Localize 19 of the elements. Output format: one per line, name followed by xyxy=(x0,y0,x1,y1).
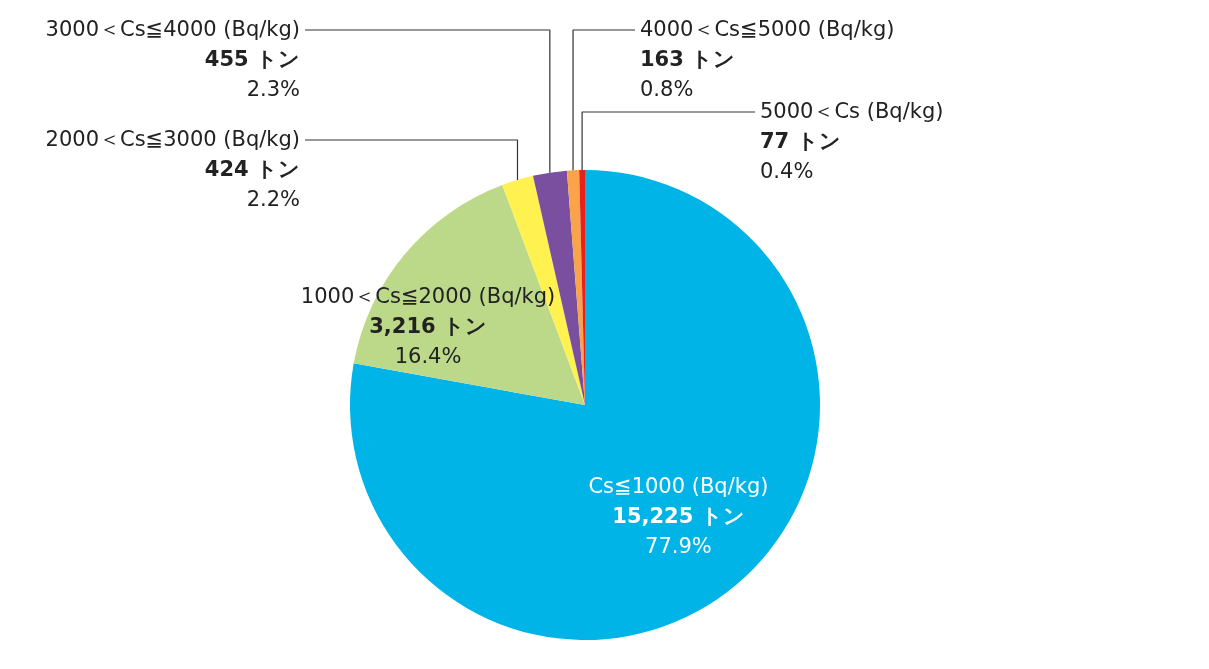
slice-label: 3000＜Cs≦4000 (Bq/kg) xyxy=(45,17,300,41)
slice-label: 4000＜Cs≦5000 (Bq/kg) xyxy=(640,17,895,41)
data-label: 163 トン xyxy=(640,47,736,71)
data-label: 424 トン xyxy=(204,157,300,181)
data-label: 455 トン xyxy=(204,47,300,71)
text: 0.8% xyxy=(640,77,694,101)
text: 2.2% xyxy=(246,187,300,211)
slice-label: 2000＜Cs≦3000 (Bq/kg) xyxy=(45,127,300,151)
text: 2.3% xyxy=(246,77,300,101)
pie-slice xyxy=(353,185,585,405)
data-label: 15,225 トン xyxy=(612,503,745,528)
data-label: 77 トン xyxy=(760,129,841,153)
text: 77.9% xyxy=(645,533,712,558)
slice-label: 1000＜Cs≦2000 (Bq/kg) xyxy=(300,283,556,308)
slice-label: Cs≦1000 (Bq/kg) xyxy=(588,473,769,498)
text: 0.4% xyxy=(760,159,814,183)
data-label: 3,216 トン xyxy=(369,313,487,338)
text: 16.4% xyxy=(394,343,462,368)
slice-label: 5000＜Cs (Bq/kg) xyxy=(760,99,944,123)
